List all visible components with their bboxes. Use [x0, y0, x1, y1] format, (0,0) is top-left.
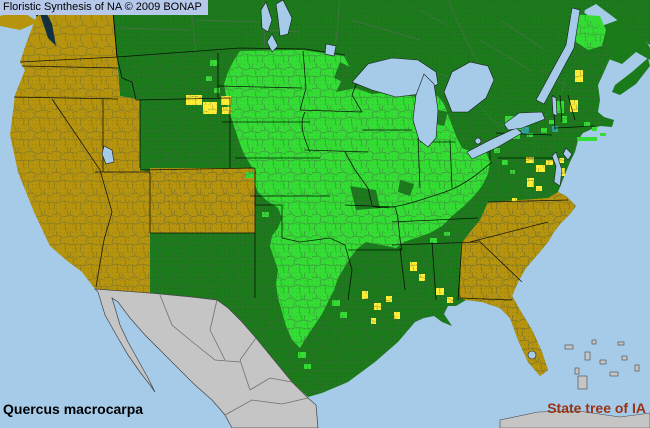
- state-tree-note: State tree of IA: [547, 400, 646, 416]
- lake-manitoba: [266, 33, 279, 53]
- chesapeake-bay: [551, 151, 563, 187]
- lake-ontario: [503, 111, 546, 131]
- map-title: Floristic Synthesis of NA © 2009 BONAP: [0, 0, 208, 15]
- st-lawrence-river: [535, 7, 581, 105]
- species-name: Quercus macrocarpa: [3, 401, 144, 417]
- lake-winnipegosis: [260, 1, 273, 33]
- lake-champlain: [551, 95, 558, 117]
- lake-winnipeg: [275, 0, 293, 37]
- great-salt-lake: [101, 145, 115, 165]
- lake-michigan: [412, 73, 439, 148]
- lakes: [101, 0, 581, 360]
- region-islands-outside: [499, 339, 650, 428]
- lake-superior: [351, 57, 439, 98]
- delaware-bay: [562, 147, 573, 161]
- region-british-columbia-absent: [0, 0, 117, 62]
- lake-of-the-woods: [324, 43, 337, 57]
- lake-erie: [466, 127, 523, 160]
- lake-huron: [443, 61, 495, 113]
- lake-st-clair: [474, 137, 482, 145]
- cuba: [499, 410, 650, 428]
- us-canada-border: [19, 47, 346, 63]
- lake-okeechobee: [527, 350, 537, 360]
- state-borders: [13, 50, 596, 301]
- region-mexico-outside: [94, 288, 319, 428]
